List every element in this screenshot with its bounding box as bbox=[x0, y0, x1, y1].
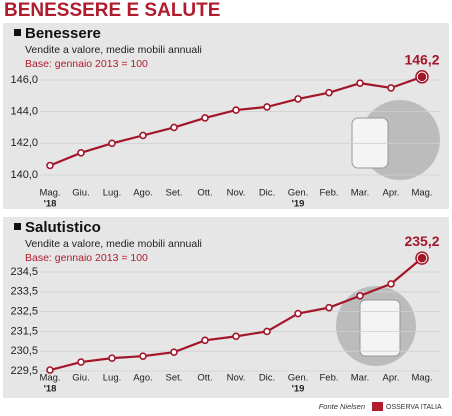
x-tick-label: Mag. bbox=[39, 373, 60, 384]
x-tick-label: Nov. bbox=[227, 373, 246, 384]
marker bbox=[170, 123, 178, 132]
icon bbox=[359, 299, 401, 357]
marker bbox=[325, 303, 333, 312]
x-tick-label: Feb. bbox=[319, 373, 338, 384]
x-tick-label: Mag. bbox=[411, 188, 432, 199]
x-tick-label: Giu. bbox=[72, 373, 89, 384]
marker bbox=[417, 253, 427, 263]
y-tick-label: 144,0 bbox=[10, 106, 38, 118]
x-tick-label: Ago. bbox=[133, 188, 153, 199]
marker bbox=[294, 95, 302, 103]
y-tick-label: 146,0 bbox=[10, 74, 38, 86]
marker bbox=[356, 291, 364, 300]
x-tick-label: Set. bbox=[166, 373, 183, 384]
x-tick-label: Dic. bbox=[259, 188, 275, 199]
value-label: 235,2 bbox=[404, 233, 439, 249]
marker bbox=[139, 131, 147, 140]
x-year-label: '19 bbox=[292, 384, 305, 395]
marker bbox=[387, 280, 395, 288]
x-tick-label: Apr. bbox=[383, 188, 400, 199]
marker bbox=[263, 327, 271, 336]
y-tick-label: 140,0 bbox=[10, 169, 38, 181]
x-tick-label: Lug. bbox=[103, 188, 122, 199]
source: Fonte Nielsen bbox=[319, 402, 365, 411]
marker bbox=[201, 336, 209, 345]
marker bbox=[294, 309, 302, 318]
x-tick-label: Set. bbox=[166, 188, 183, 199]
chart-note: Base: gennaio 2013 = 100 bbox=[25, 58, 148, 70]
x-tick-label: Apr. bbox=[383, 373, 400, 384]
marker bbox=[201, 114, 209, 122]
marker bbox=[77, 358, 85, 366]
marker bbox=[170, 348, 178, 356]
y-tick-label: 229,5 bbox=[10, 365, 38, 377]
x-tick-label: Dic. bbox=[259, 373, 275, 384]
y-tick-label: 230,5 bbox=[10, 345, 38, 357]
x-tick-label: Giu. bbox=[72, 188, 89, 199]
chart-title: Salutistico bbox=[25, 219, 101, 236]
marker bbox=[108, 139, 116, 148]
marker bbox=[46, 161, 54, 170]
marker bbox=[417, 72, 427, 82]
value-label: 146,2 bbox=[404, 52, 439, 68]
title-marker bbox=[14, 223, 21, 230]
x-tick-label: Ott. bbox=[197, 373, 212, 384]
logo: OSSERVA ITALIA bbox=[386, 404, 442, 411]
chart-title: Benessere bbox=[25, 25, 101, 42]
x-tick-label: Ott. bbox=[197, 188, 212, 199]
title-marker bbox=[14, 29, 21, 36]
x-tick-label: Ago. bbox=[133, 373, 153, 384]
x-tick-label: Mag. bbox=[39, 188, 60, 199]
x-tick-label: Mar. bbox=[351, 188, 369, 199]
y-tick-label: 234,5 bbox=[10, 266, 38, 278]
marker bbox=[139, 352, 147, 360]
x-tick-label: Mag. bbox=[411, 373, 432, 384]
logo-mark bbox=[372, 402, 383, 411]
marker bbox=[387, 84, 395, 92]
x-year-label: '18 bbox=[44, 199, 57, 210]
marker bbox=[108, 354, 116, 362]
x-tick-label: Gen. bbox=[288, 373, 309, 384]
x-tick-label: Mar. bbox=[351, 373, 369, 384]
x-tick-label: Lug. bbox=[103, 373, 122, 384]
marker bbox=[356, 79, 364, 87]
x-tick-label: Feb. bbox=[319, 188, 338, 199]
marker bbox=[46, 366, 54, 374]
x-year-label: '19 bbox=[292, 199, 305, 210]
y-tick-label: 232,5 bbox=[10, 306, 38, 318]
marker bbox=[232, 332, 240, 341]
chart-note: Base: gennaio 2013 = 100 bbox=[25, 252, 148, 264]
marker bbox=[325, 88, 333, 97]
marker bbox=[232, 106, 240, 114]
x-year-label: '18 bbox=[44, 384, 57, 395]
marker bbox=[77, 149, 85, 157]
chart-subtitle: Vendite a valore, medie mobili annuali bbox=[25, 238, 202, 250]
y-tick-label: 231,5 bbox=[10, 325, 38, 337]
chart-subtitle: Vendite a valore, medie mobili annuali bbox=[25, 44, 202, 56]
marker bbox=[263, 103, 271, 111]
y-tick-label: 233,5 bbox=[10, 286, 38, 298]
x-tick-label: Nov. bbox=[227, 188, 246, 199]
page-title: BENESSERE E SALUTE bbox=[4, 0, 220, 21]
y-tick-label: 142,0 bbox=[10, 137, 38, 149]
x-tick-label: Gen. bbox=[288, 188, 309, 199]
